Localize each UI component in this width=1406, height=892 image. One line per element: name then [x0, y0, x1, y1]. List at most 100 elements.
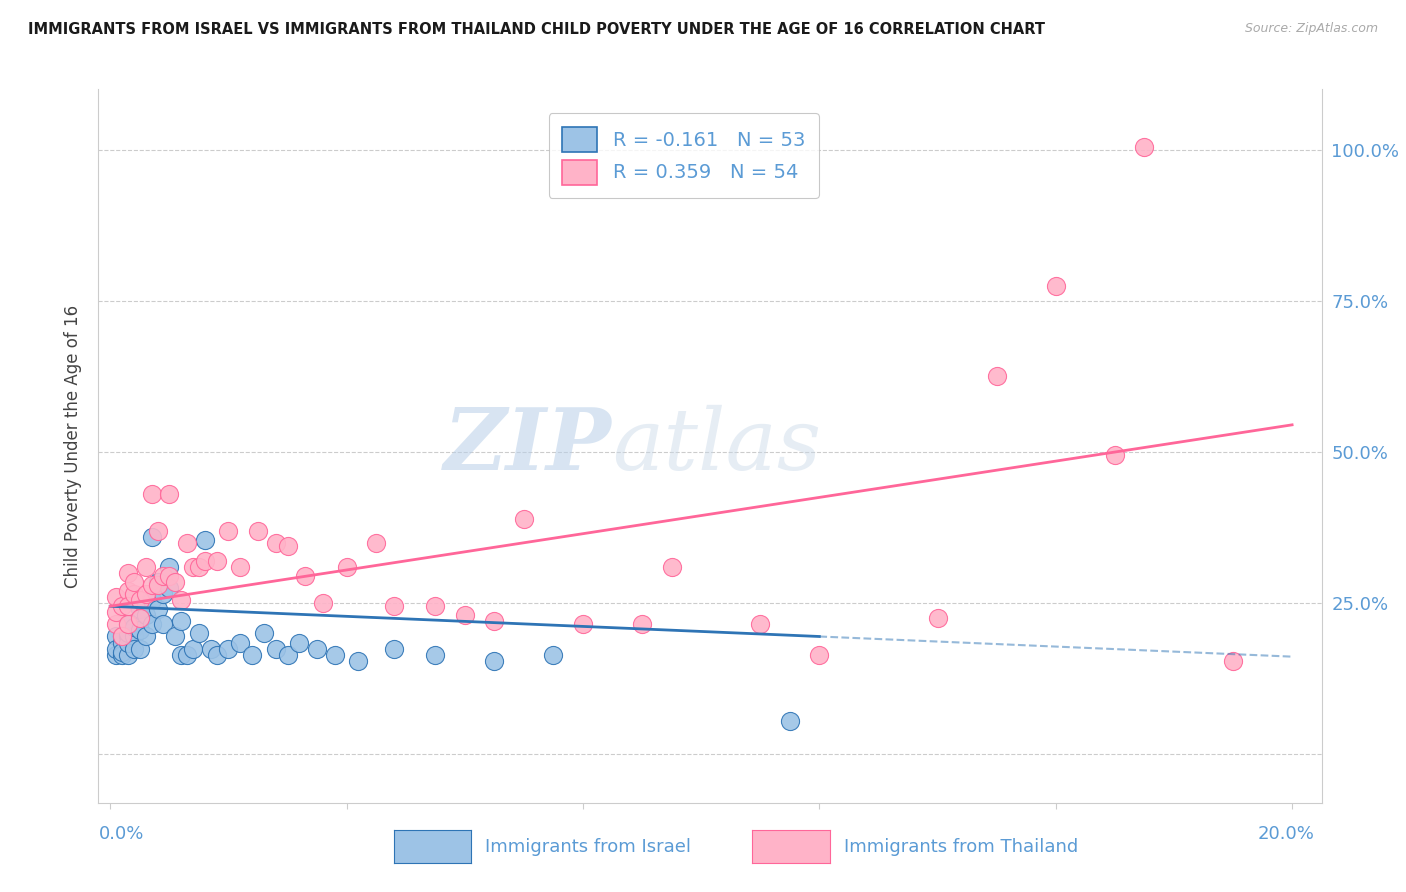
Point [117, 626, 139, 640]
Point [128, 602, 150, 616]
Point [146, 602, 169, 616]
Text: 0.0%: 0.0% [98, 825, 143, 843]
Point [141, 530, 163, 544]
Point [117, 566, 139, 580]
Point [264, 641, 287, 656]
Point [105, 605, 128, 619]
Point [425, 599, 447, 614]
Point [117, 630, 139, 644]
Point [264, 535, 287, 549]
Point [117, 617, 139, 632]
Point [122, 587, 145, 601]
Text: Immigrants from Thailand: Immigrants from Thailand [844, 838, 1078, 855]
Point [1133, 139, 1156, 153]
Point [141, 578, 163, 592]
Point [217, 641, 239, 656]
Point [253, 626, 276, 640]
Point [194, 533, 217, 547]
Point [141, 617, 163, 632]
Point [157, 487, 180, 501]
Y-axis label: Child Poverty Under the Age of 16: Child Poverty Under the Age of 16 [65, 304, 83, 588]
Point [276, 648, 298, 662]
Point [128, 593, 150, 607]
Text: 20.0%: 20.0% [1258, 825, 1315, 843]
Point [146, 575, 169, 590]
Point [157, 560, 180, 574]
Point [240, 648, 263, 662]
Point [146, 524, 169, 538]
Point [146, 578, 169, 592]
Point [1045, 278, 1067, 293]
Text: IMMIGRANTS FROM ISRAEL VS IMMIGRANTS FROM THAILAND CHILD POVERTY UNDER THE AGE O: IMMIGRANTS FROM ISRAEL VS IMMIGRANTS FRO… [28, 22, 1045, 37]
Point [165, 630, 187, 644]
Point [229, 635, 252, 649]
Point [152, 587, 174, 601]
Point [347, 654, 370, 668]
Point [170, 593, 193, 607]
Point [808, 648, 831, 662]
Legend: R = -0.161   N = 53, R = 0.359   N = 54: R = -0.161 N = 53, R = 0.359 N = 54 [548, 113, 818, 198]
Point [927, 611, 949, 625]
Point [117, 635, 139, 649]
Point [152, 617, 174, 632]
Point [484, 615, 506, 629]
Point [105, 617, 128, 632]
Point [117, 648, 139, 662]
Point [135, 608, 157, 623]
Point [194, 554, 217, 568]
Point [157, 581, 180, 595]
Point [111, 635, 134, 649]
Point [986, 369, 1008, 384]
Point [200, 641, 222, 656]
Point [122, 620, 145, 634]
Point [187, 560, 209, 574]
Text: ZIP: ZIP [444, 404, 612, 488]
Point [141, 487, 163, 501]
Point [631, 617, 654, 632]
Point [122, 630, 145, 644]
Point [366, 535, 388, 549]
Point [187, 626, 209, 640]
Point [170, 648, 193, 662]
Point [205, 648, 228, 662]
Point [181, 560, 204, 574]
Point [543, 648, 565, 662]
Point [135, 630, 157, 644]
Point [572, 617, 595, 632]
Point [1222, 654, 1244, 668]
Point [749, 617, 772, 632]
Point [111, 630, 134, 644]
Text: Immigrants from Israel: Immigrants from Israel [485, 838, 692, 855]
Point [122, 641, 145, 656]
Point [294, 569, 316, 583]
Point [484, 654, 506, 668]
Point [1104, 448, 1126, 462]
Point [117, 584, 139, 599]
Point [312, 596, 335, 610]
Point [105, 590, 128, 604]
Point [152, 569, 174, 583]
Point [111, 645, 134, 659]
Point [128, 624, 150, 638]
Point [425, 648, 447, 662]
Point [117, 599, 139, 614]
Point [128, 611, 150, 625]
Point [105, 641, 128, 656]
Point [382, 641, 405, 656]
Point [205, 554, 228, 568]
Point [181, 641, 204, 656]
Point [165, 575, 187, 590]
Point [176, 648, 198, 662]
Point [513, 511, 536, 525]
Point [105, 648, 128, 662]
Point [117, 617, 139, 632]
Point [779, 714, 801, 728]
Point [217, 524, 239, 538]
Point [229, 560, 252, 574]
Point [122, 575, 145, 590]
Point [170, 615, 193, 629]
Point [246, 524, 269, 538]
Point [336, 560, 359, 574]
Point [157, 569, 180, 583]
Point [135, 560, 157, 574]
